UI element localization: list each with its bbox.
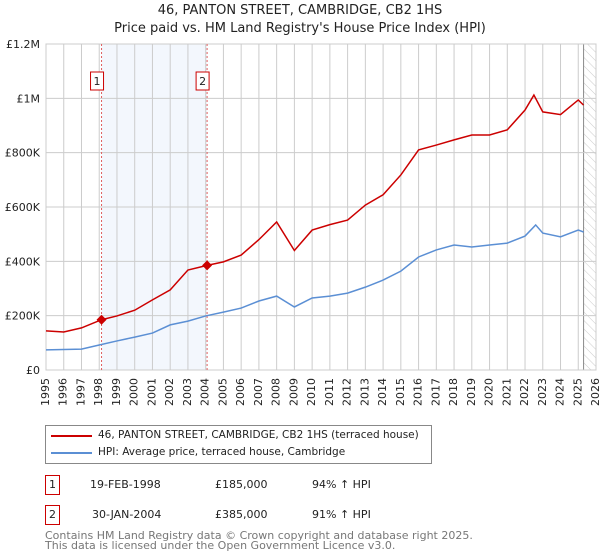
sale-label: 1 [94,75,101,88]
sale-price: £385,000 [215,508,268,521]
y-tick-label: £1M [17,92,41,105]
price-chart: 1995 1996 1997 1998 1999 2000 2001 2002 2003 2004… [5,38,600,406]
x-tick-label: 2000 [128,378,141,406]
x-tick-label: 2017 [429,378,442,406]
sale-date: 19-FEB-1998 [90,478,161,491]
footer-copyright: Contains HM Land Registry data © Crown c… [45,529,473,542]
x-tick-label: 2022 [518,378,531,406]
x-tick-label: 1996 [57,378,70,406]
sale-marker-label: 1 [45,475,60,495]
y-tick-label: £0 [26,364,40,377]
x-tick-label: 2018 [447,378,460,406]
y-tick-label: £200K [5,310,41,323]
legend-swatch-property [51,435,92,437]
x-tick-label: 2010 [305,378,318,406]
x-tick-label: 2016 [412,378,425,406]
x-tick-label: 2014 [376,378,389,406]
x-tick-label: 1997 [74,378,87,406]
legend-label-hpi: HPI: Average price, terraced house, Camb… [98,446,346,458]
x-tick-label: 2025 [571,378,584,406]
x-tick-label: 2013 [358,378,371,406]
x-tick-label: 2020 [483,378,496,406]
legend: 46, PANTON STREET, CAMBRIDGE, CB2 1HS (t… [45,425,432,464]
x-tick-label: 2007 [252,378,265,406]
legend-swatch-hpi [51,452,92,454]
sale-point [202,260,213,271]
sale-point [96,314,107,325]
sale-label: 2 [199,75,206,88]
x-tick-label: 2012 [341,378,354,406]
y-tick-label: £600K [5,201,41,214]
x-tick-label: 2006 [234,378,247,406]
x-tick-label: 2009 [287,378,300,406]
sale-date: 30-JAN-2004 [92,508,162,521]
x-tick-label: 2005 [216,378,229,406]
sale-price: £185,000 [215,478,268,491]
hpi-line [45,223,584,351]
x-tick-label: 2026 [589,378,600,406]
x-tick-label: 2015 [394,378,407,406]
x-tick-label: 2001 [145,378,158,406]
x-tick-label: 1995 [39,378,52,406]
legend-label-property: 46, PANTON STREET, CAMBRIDGE, CB2 1HS (t… [98,429,419,441]
x-tick-label: 1998 [92,378,105,406]
footer: Contains HM Land Registry data © Crown c… [45,529,473,552]
y-tick-label: £400K [5,255,41,268]
y-tick-label: £800K [5,147,41,160]
chart-title: 46, PANTON STREET, CAMBRIDGE, CB2 1HS [157,3,443,18]
x-tick-label: 2021 [500,378,513,406]
chart-subtitle: Price paid vs. HM Land Registry's House … [114,21,486,36]
y-tick-label: £1.2M [6,38,40,51]
x-tick-label: 2004 [199,378,212,406]
sale-hpi-diff: 91% ↑ HPI [312,508,371,521]
sale-marker-label: 2 [45,505,60,525]
sale-hpi-diff: 94% ↑ HPI [312,478,371,491]
x-tick-label: 2024 [554,378,567,406]
x-tick-label: 1999 [110,378,123,406]
sale-label-box [195,71,210,91]
x-tick-label: 2002 [163,378,176,406]
x-tick-label: 2023 [536,378,549,406]
property-price-line [45,93,585,333]
sale-label-box [90,71,105,91]
sale-row-1: 1 19-FEB-1998 £185,000 94% ↑ HPI [45,475,445,495]
footer-licence: This data is licensed under the Open Gov… [45,539,396,552]
sale-row-2: 2 30-JAN-2004 £385,000 91% ↑ HPI [45,505,445,525]
x-tick-label: 2019 [465,378,478,406]
x-tick-label: 2011 [323,378,336,406]
plot-border [45,43,597,371]
x-tick-label: 2008 [270,378,283,406]
x-tick-label: 2003 [181,378,194,406]
